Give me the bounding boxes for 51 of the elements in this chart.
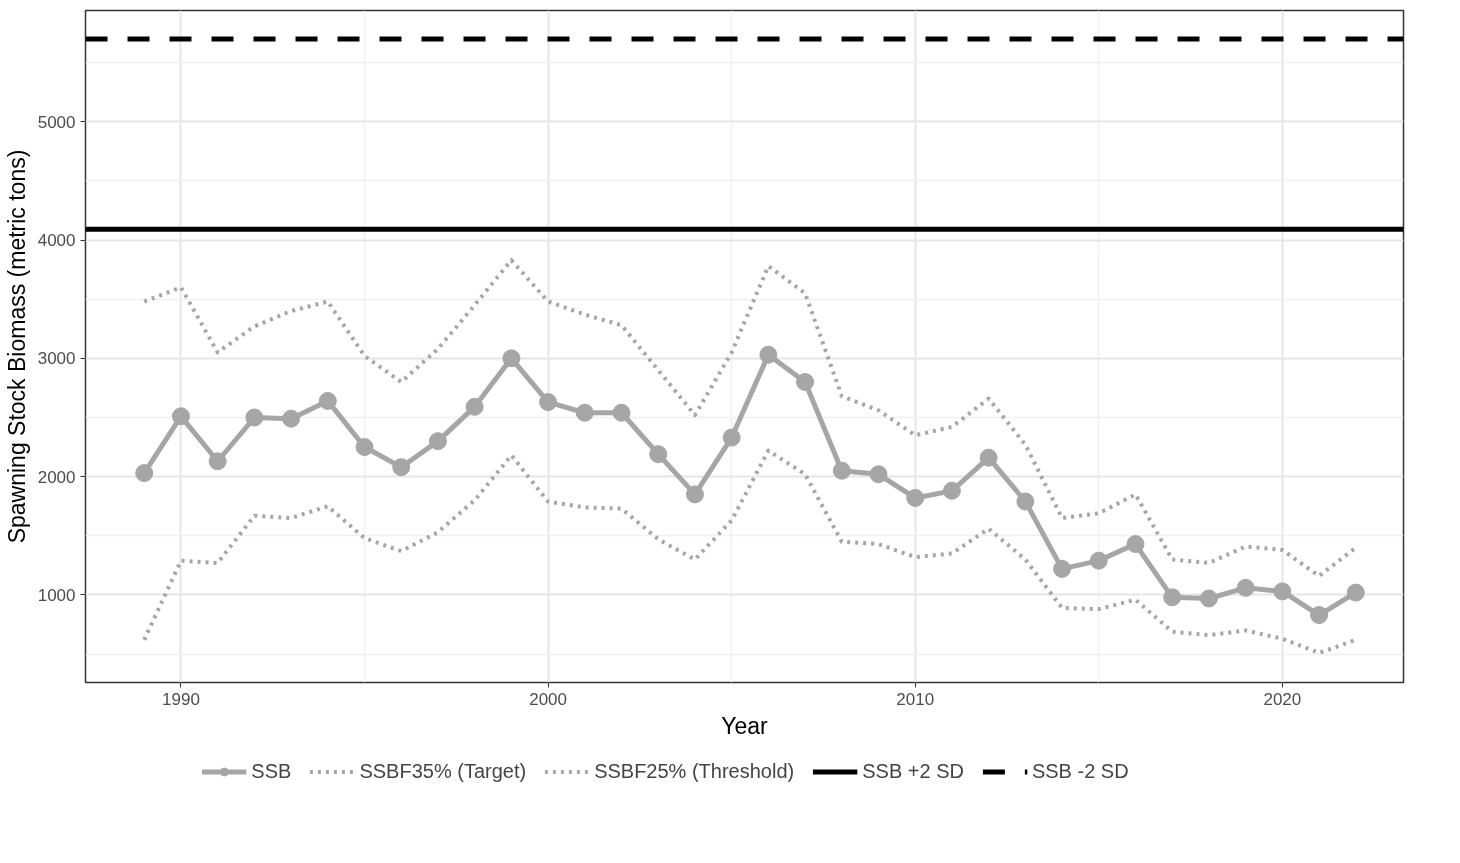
point	[171, 407, 190, 426]
x-tick-label: 2000	[529, 689, 567, 709]
point	[1346, 583, 1365, 602]
x-tick-label: 1990	[162, 689, 200, 709]
point	[392, 458, 411, 477]
point	[979, 448, 998, 467]
point	[1163, 588, 1182, 607]
point	[906, 488, 925, 507]
y-tick-label: 4000	[37, 231, 76, 251]
point	[832, 461, 851, 480]
point	[685, 485, 704, 504]
point	[208, 452, 227, 471]
point	[759, 345, 778, 364]
x-tick-label: 2020	[1263, 689, 1302, 709]
point	[612, 403, 631, 422]
point	[1273, 582, 1292, 601]
y-tick-label: 1000	[37, 585, 76, 605]
point	[282, 409, 301, 428]
point	[539, 393, 558, 412]
y-tick-label: 2000	[37, 467, 76, 487]
legend-label: SSBF35% (Target)	[359, 759, 527, 783]
legend-label: SSB	[251, 759, 292, 783]
point	[355, 438, 374, 457]
point	[1199, 589, 1218, 608]
legend-label: SSBF25% (Threshold)	[594, 759, 795, 783]
point	[1310, 606, 1329, 625]
point	[796, 373, 815, 391]
point	[649, 445, 668, 464]
x-axis-title: Year	[721, 712, 769, 739]
point	[1053, 559, 1072, 578]
line-series	[142, 258, 1358, 579]
legend-label: SSB -2 SD	[1031, 759, 1129, 783]
legend-label: SSB +2 SD	[862, 759, 964, 783]
point	[575, 403, 594, 422]
point	[942, 481, 961, 500]
point	[318, 391, 337, 410]
point	[1016, 492, 1035, 511]
y-tick-label: 3000	[37, 349, 76, 369]
point	[135, 464, 154, 483]
y-axis-title: Spawning Stock Biomass (metric tons)	[3, 149, 30, 544]
point	[502, 349, 521, 368]
point	[465, 397, 484, 416]
y-tick-label: 5000	[37, 112, 76, 132]
point	[1126, 535, 1145, 554]
point	[245, 408, 264, 427]
point	[1089, 551, 1108, 570]
point	[869, 465, 888, 484]
point	[1236, 578, 1255, 597]
point	[722, 428, 741, 447]
x-tick-label: 2010	[896, 689, 935, 709]
point	[428, 432, 447, 451]
